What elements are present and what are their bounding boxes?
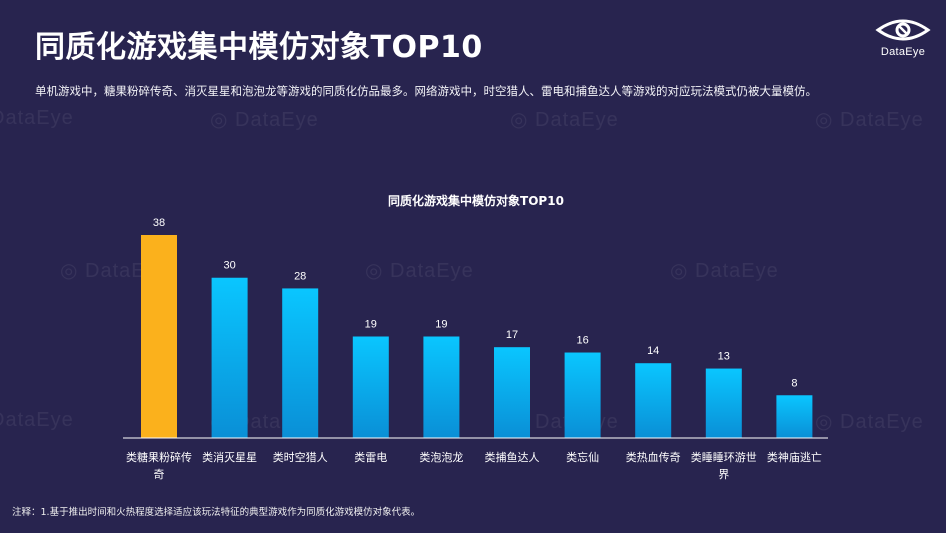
- watermark: DataEye: [0, 409, 74, 431]
- data-label: 8: [791, 377, 797, 389]
- data-label: 17: [506, 329, 518, 341]
- x-tick-label: 类时空猎人: [273, 450, 328, 464]
- watermark: ◎ DataEye: [670, 260, 779, 282]
- watermark: ◎ DataEye: [815, 411, 924, 433]
- x-tick-label: 类消灭星星: [202, 450, 257, 464]
- data-label: 30: [223, 260, 235, 272]
- watermark: DataEye: [0, 107, 74, 129]
- bar-1: [141, 235, 177, 438]
- x-tick-label: 类糖果粉碎传奇: [126, 450, 192, 481]
- bar-6: [494, 347, 530, 438]
- x-tick-label: 类泡泡龙: [419, 450, 463, 464]
- x-tick-label: 类雷电: [354, 450, 387, 464]
- page-title: 同质化游戏集中模仿对象TOP10: [35, 30, 483, 65]
- data-label: 19: [365, 319, 377, 331]
- data-label: 14: [647, 345, 659, 357]
- bar-4: [352, 336, 389, 438]
- eye-icon: [875, 19, 931, 41]
- watermark: ◎ DataEye: [815, 109, 924, 131]
- x-tick-label: 类捕鱼达人: [485, 450, 540, 464]
- dataeye-logo: DataEye: [872, 14, 934, 62]
- data-label: 16: [576, 335, 588, 347]
- chart-title: 同质化游戏集中模仿对象TOP10: [388, 193, 564, 208]
- watermark: ◎ DataEye: [365, 260, 474, 282]
- bar-10: [776, 395, 813, 438]
- bar-7: [564, 352, 601, 438]
- x-tick-label: 类热血传奇: [626, 450, 681, 464]
- bar-5: [423, 336, 460, 438]
- data-label: 38: [153, 217, 165, 229]
- footnote: 注释：1.基于推出时间和火热程度选择适应该玩法特征的典型游戏作为同质化游戏模仿对…: [12, 507, 421, 518]
- bar-3: [282, 288, 319, 438]
- watermark: ◎ DataEye: [510, 109, 619, 131]
- page-subtitle: 单机游戏中，糖果粉碎传奇、消灭星星和泡泡龙等游戏的同质化仿品最多。网络游戏中，时…: [35, 84, 817, 98]
- logo-text: DataEye: [880, 46, 926, 58]
- watermark: ◎ DataEye: [210, 109, 319, 131]
- bar-9: [705, 368, 742, 438]
- data-label: 13: [718, 351, 730, 363]
- x-tick-label: 类睡睡环游世界: [691, 450, 757, 481]
- x-tick-label: 类神庙逃亡: [767, 450, 822, 464]
- bar-chart: 同质化游戏集中模仿对象TOP10 38 30 28 19 19 17 16 14 13 8 类糖果…: [123, 193, 828, 481]
- data-label: 28: [294, 270, 306, 282]
- bar-8: [635, 363, 672, 438]
- x-tick-label: 类忘仙: [566, 450, 599, 464]
- bar-2: [211, 277, 248, 438]
- data-label: 19: [435, 319, 447, 331]
